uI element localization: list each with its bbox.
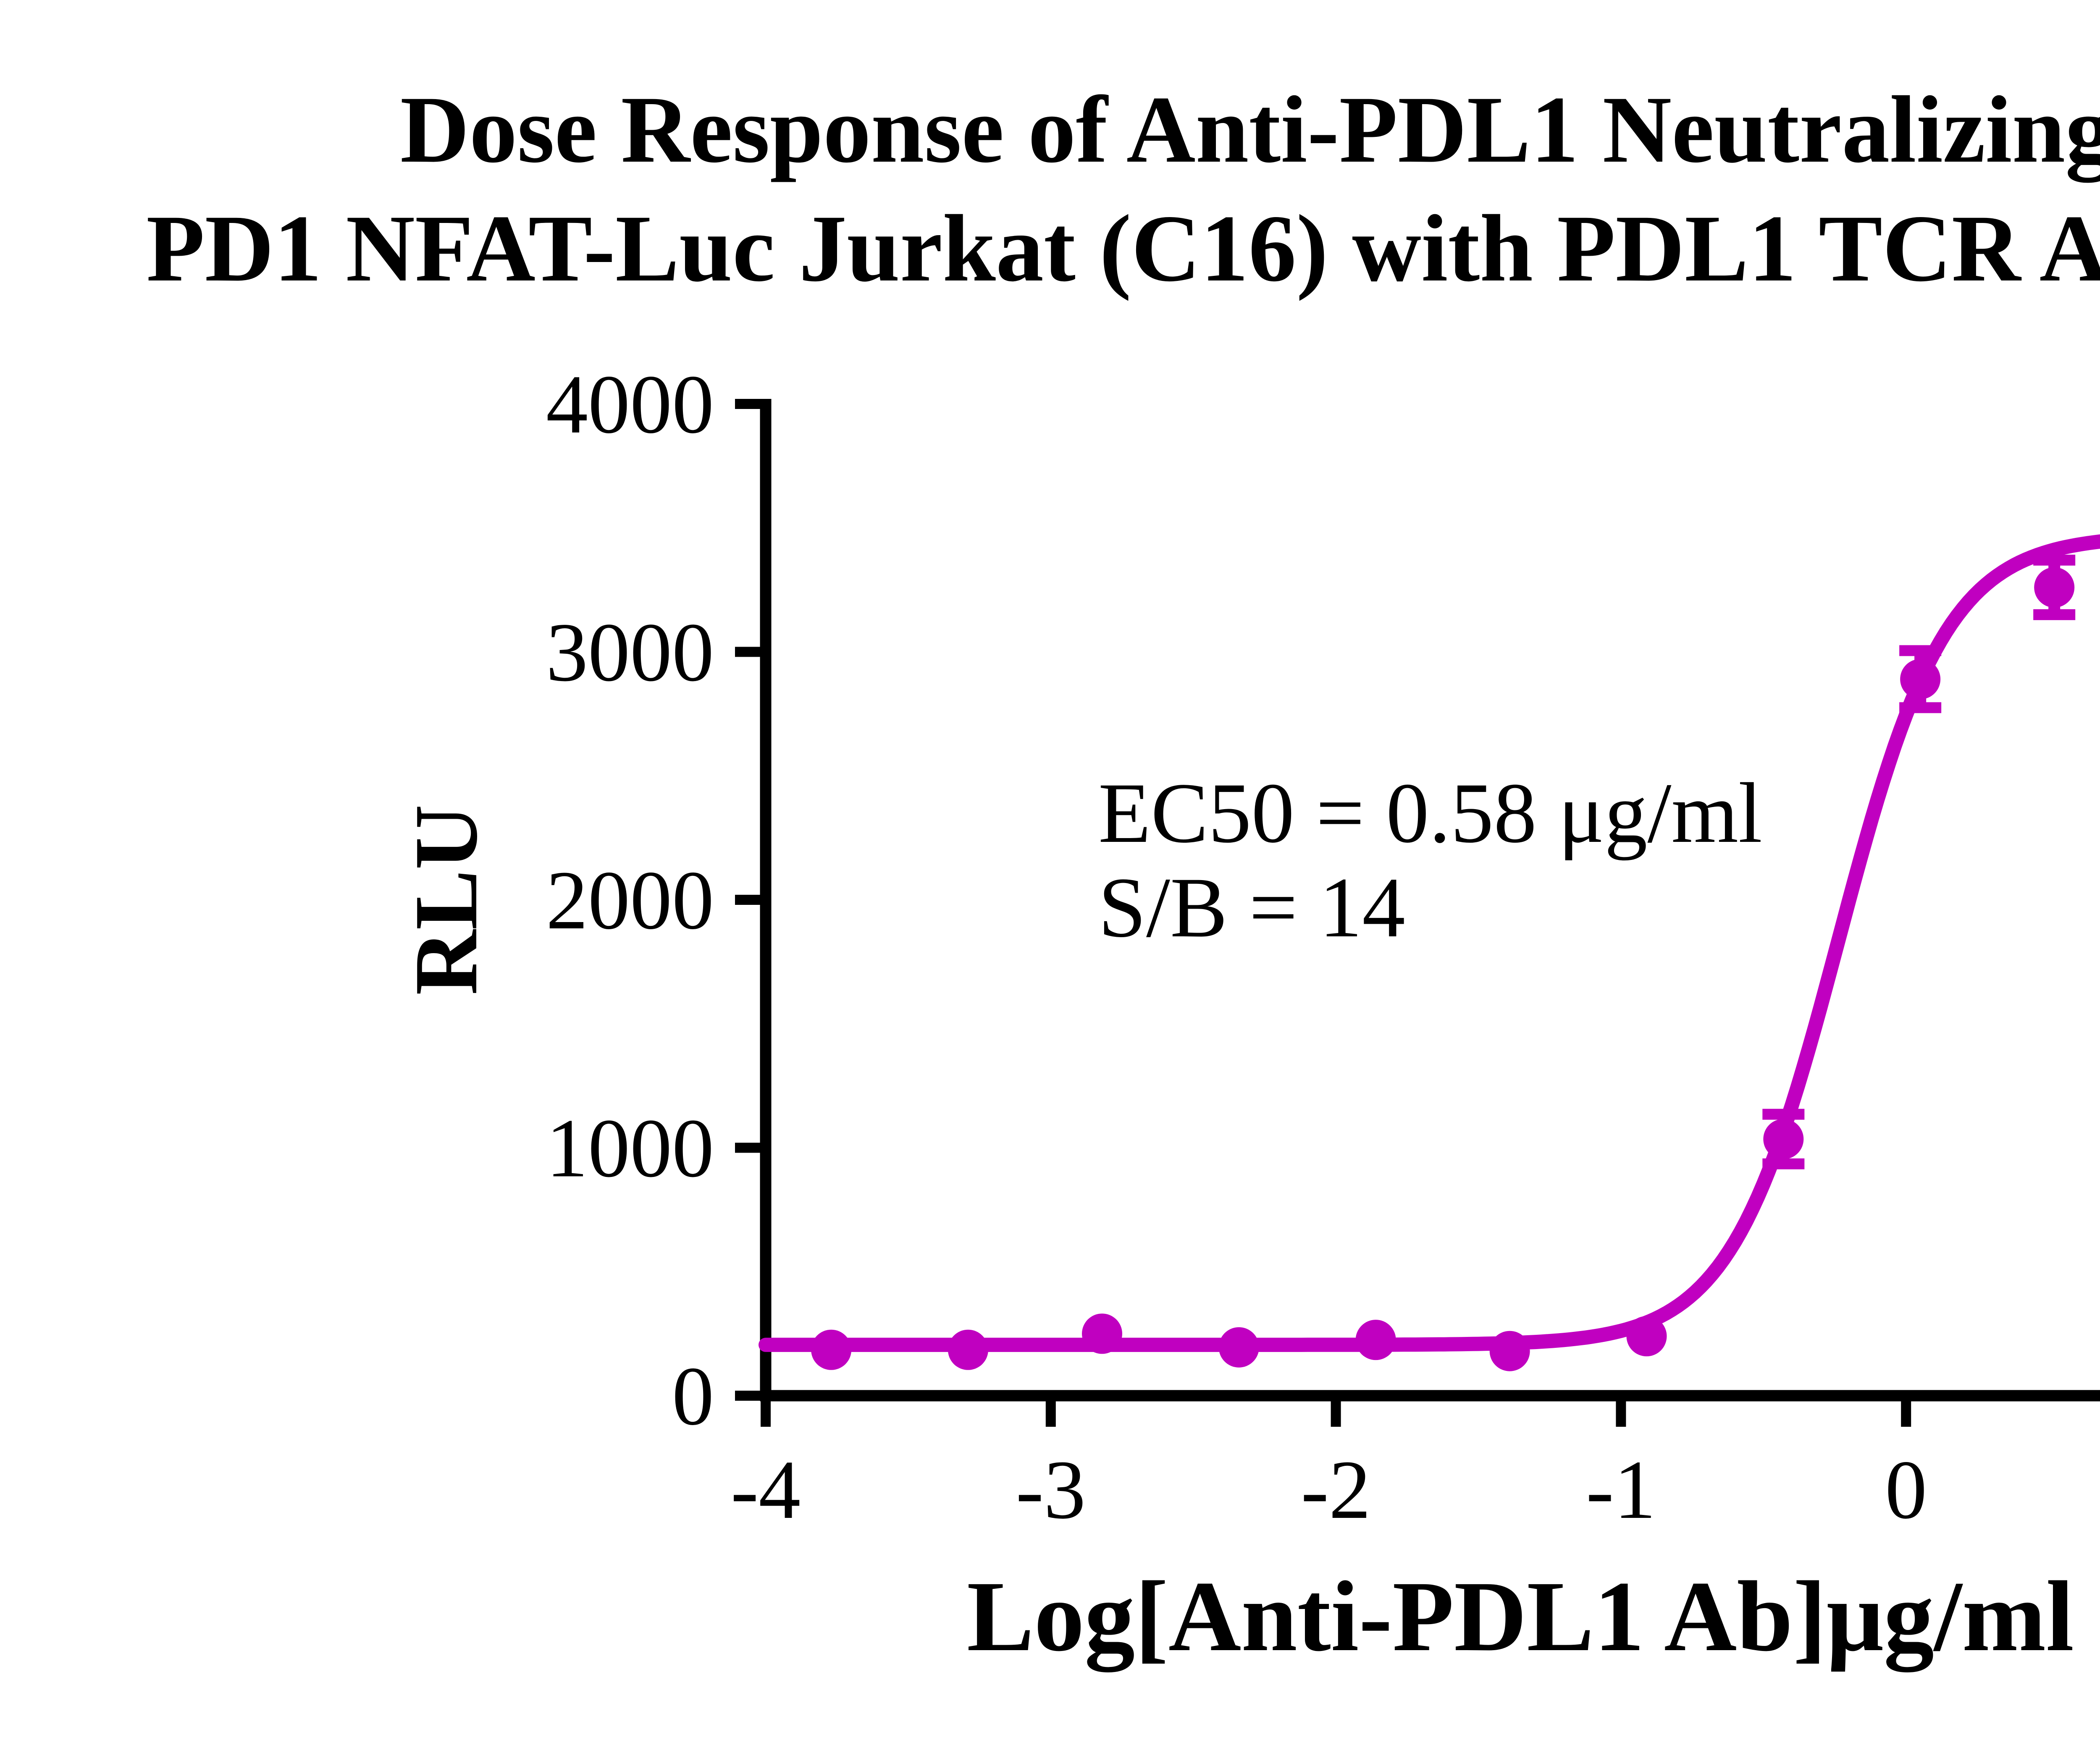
data-point-marker	[948, 1329, 988, 1370]
data-point-marker	[1900, 659, 1941, 700]
data-point-marker	[2034, 567, 2075, 608]
x-tick-label: -1	[1586, 1444, 1656, 1536]
ec50-annotation: EC50 = 0.58 μg/ml	[1098, 765, 1762, 861]
data-point-marker	[1763, 1119, 1804, 1159]
x-tick-label: -4	[731, 1444, 801, 1536]
x-axis-ticks	[761, 1398, 1911, 1427]
chart-title-line2: PD1 NFAT-Luc Jurkat (C16) with PDL1 TCR …	[146, 196, 2100, 301]
data-point-marker	[1489, 1331, 1530, 1371]
y-tick-label: 0	[672, 1350, 714, 1443]
y-axis-tick-labels: 0 1000 2000 3000 4000	[546, 358, 714, 1443]
x-tick-label: -3	[1016, 1444, 1086, 1536]
data-point-marker	[1355, 1320, 1396, 1360]
fit-curve	[759, 534, 2100, 1352]
series-anti-pdl1-ab	[759, 534, 2100, 1371]
data-point-marker	[811, 1329, 852, 1370]
x-axis-title: Log[Anti-PDL1 Ab]μg/ml	[967, 1560, 2074, 1672]
error-bars	[1762, 555, 2076, 1169]
chart-title-line1: Dose Response of Anti-PDL1 Neutralizing …	[400, 77, 2100, 183]
data-point-markers	[811, 567, 2075, 1371]
y-tick-label: 2000	[546, 854, 714, 947]
data-point-marker	[1082, 1313, 1122, 1354]
x-tick-label: -2	[1301, 1444, 1371, 1536]
y-axis-ticks	[735, 399, 767, 1401]
data-point-marker	[1218, 1327, 1259, 1368]
data-point-marker	[1626, 1316, 1667, 1357]
y-tick-label: 4000	[546, 358, 714, 451]
y-tick-label: 1000	[546, 1102, 714, 1195]
y-axis-title: RLU	[396, 804, 496, 995]
x-axis-tick-labels: -4-3-2-101	[731, 1444, 1927, 1536]
y-tick-label: 3000	[546, 606, 714, 699]
sb-annotation: S/B = 14	[1098, 860, 1405, 955]
x-tick-label: 0	[1885, 1444, 1927, 1536]
